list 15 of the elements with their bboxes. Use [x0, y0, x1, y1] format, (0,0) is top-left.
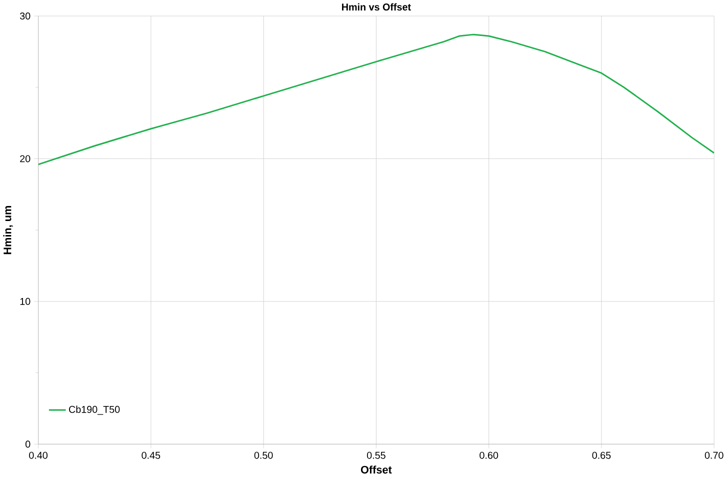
- y-tick-label: 20: [20, 155, 30, 162]
- legend-label: Cb190_T50: [69, 406, 120, 415]
- x-tick-label: 0.65: [592, 452, 611, 459]
- y-tick-label: 30: [20, 12, 30, 20]
- y-tick-label: 10: [20, 298, 30, 305]
- x-tick-label: 0.70: [704, 452, 724, 459]
- x-axis-title: Offset: [360, 466, 392, 474]
- x-tick-label: 0.55: [366, 452, 386, 459]
- y-axis-title: Hmin, um: [3, 206, 13, 254]
- x-tick-label: 0.45: [142, 452, 160, 459]
- chart-title: Hmin vs Offset: [342, 3, 411, 11]
- x-tick-label: 0.60: [480, 452, 498, 459]
- x-tick-label: 0.50: [254, 452, 273, 459]
- y-tick-label: 0: [25, 440, 30, 448]
- x-tick-label: 0.40: [29, 452, 48, 459]
